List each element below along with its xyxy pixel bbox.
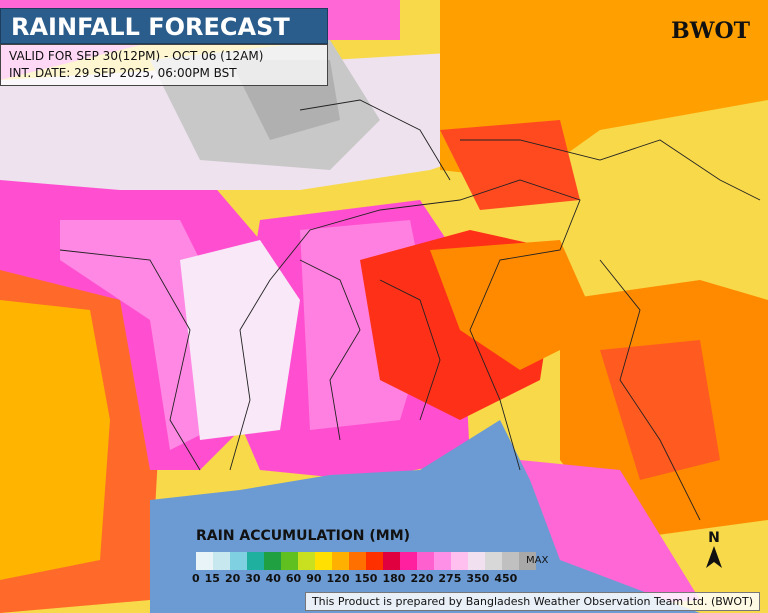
legend-swatch (451, 552, 468, 570)
north-label: N (708, 530, 720, 546)
legend-swatch (383, 552, 400, 570)
legend-tick-label: 20 (224, 572, 241, 585)
forecast-info: VALID FOR SEP 30(12PM) - OCT 06 (12AM) I… (0, 44, 328, 86)
footer-credit: This Product is prepared by Bangladesh W… (304, 592, 760, 611)
legend-max-label: MAX (526, 555, 549, 566)
legend-tick-label: 180 (382, 572, 406, 585)
init-date: INT. DATE: 29 SEP 2025, 06:00PM BST (9, 66, 237, 80)
north-arrow-icon (706, 546, 722, 568)
legend-color-bar (196, 552, 536, 570)
legend-swatch (213, 552, 230, 570)
legend-swatch (400, 552, 417, 570)
legend-tick-label: 30 (245, 572, 261, 585)
legend-swatch (247, 552, 264, 570)
legend-ticks: 0 15 20 30 40 60 90 120 150 180 220 275 350 450 (192, 572, 522, 585)
rain-legend: RAIN ACCUMULATION (MM) MAX 0 15 20 30 40 60 90… (190, 528, 548, 588)
valid-period: VALID FOR SEP 30(12PM) - OCT 06 (12AM) (9, 49, 264, 63)
legend-swatch (230, 552, 247, 570)
legend-tick-label: 15 (204, 572, 220, 585)
legend-swatch (332, 552, 349, 570)
legend-swatch (519, 552, 536, 570)
legend-swatch (281, 552, 298, 570)
legend-swatch (417, 552, 434, 570)
legend-swatch (434, 552, 451, 570)
legend-swatch (298, 552, 315, 570)
legend-swatch (315, 552, 332, 570)
legend-tick-label: 60 (285, 572, 302, 585)
legend-tick-label: 350 (466, 572, 490, 585)
legend-swatch (502, 552, 519, 570)
legend-swatch (349, 552, 366, 570)
legend-tick-label: 275 (438, 572, 462, 585)
legend-tick-label: 90 (306, 572, 322, 585)
legend-tick-label: 0 (192, 572, 200, 585)
legend-swatch (485, 552, 502, 570)
legend-swatch (468, 552, 485, 570)
map-title: RAINFALL FORECAST (0, 8, 328, 44)
legend-tick-label: 150 (354, 572, 378, 585)
legend-tick-label: 220 (410, 572, 434, 585)
bwot-logo: BWOT (671, 18, 750, 44)
legend-tick-label: 120 (326, 572, 350, 585)
north-arrow: N (704, 530, 724, 574)
legend-tick-label: 40 (265, 572, 281, 585)
legend-tick-label: 450 (494, 572, 518, 585)
legend-swatch (196, 552, 213, 570)
legend-swatch (264, 552, 281, 570)
legend-title: RAIN ACCUMULATION (MM) (196, 528, 411, 544)
legend-swatch (366, 552, 383, 570)
